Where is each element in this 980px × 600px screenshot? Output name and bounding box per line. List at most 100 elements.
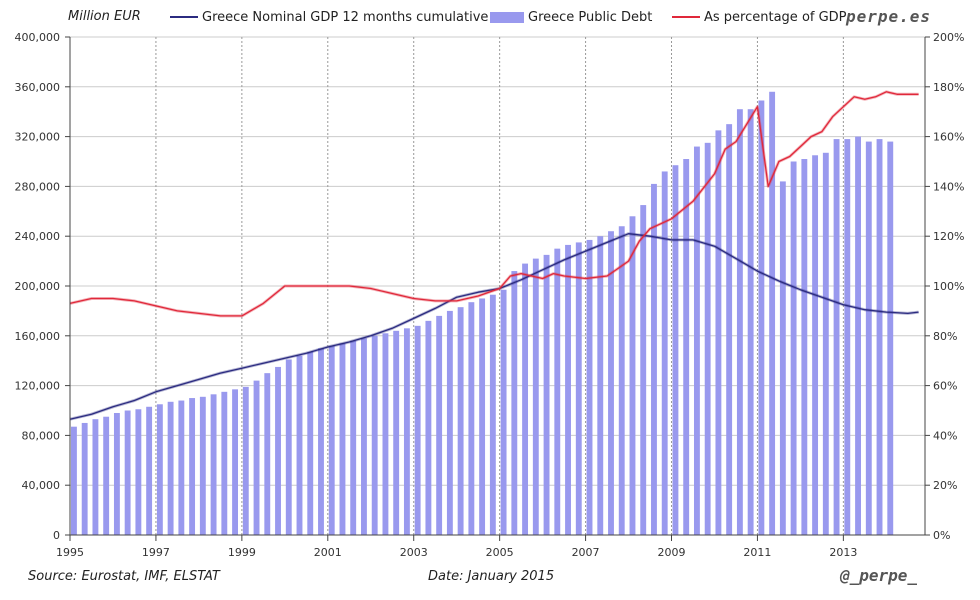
debt-bar xyxy=(715,130,722,535)
y-left-tick-label: 200,000 xyxy=(15,280,61,293)
debt-bar xyxy=(500,289,507,535)
debt-bar xyxy=(801,159,808,535)
y-right-tick-label: 120% xyxy=(933,230,964,243)
x-tick-label: 2005 xyxy=(486,546,514,559)
x-tick-label: 2001 xyxy=(314,546,342,559)
debt-bar xyxy=(446,310,453,535)
debt-bar xyxy=(242,386,249,535)
y-right-tick-label: 200% xyxy=(933,31,964,44)
y-right-tick-label: 40% xyxy=(933,429,957,442)
debt-bar xyxy=(758,100,765,536)
legend-swatch-gdp xyxy=(170,16,198,18)
debt-bar xyxy=(92,419,99,535)
legend-item-ratio: As percentage of GDP xyxy=(672,8,847,26)
debt-bar xyxy=(812,155,819,535)
debt-bar xyxy=(779,181,786,536)
debt-bar xyxy=(876,139,883,535)
debt-bar xyxy=(726,124,733,536)
debt-ratio-line xyxy=(69,91,919,317)
debt-bar xyxy=(113,412,120,535)
debt-bar xyxy=(736,109,743,536)
debt-bar xyxy=(178,400,185,535)
debt-bar xyxy=(511,271,518,535)
debt-bar xyxy=(393,330,400,535)
debt-bar xyxy=(833,139,840,535)
y-right-tick-label: 100% xyxy=(933,280,964,293)
debt-bar xyxy=(81,422,88,535)
debt-bar xyxy=(232,389,238,535)
debt-bar xyxy=(221,391,228,535)
debt-bar xyxy=(629,216,636,535)
x-tick-label: 2013 xyxy=(829,546,857,559)
y-left-tick-label: 360,000 xyxy=(15,81,61,94)
legend-swatch-ratio xyxy=(672,16,700,18)
debt-bar xyxy=(855,136,861,535)
chart-lines xyxy=(69,90,919,421)
y-right-tick-label: 140% xyxy=(933,180,964,193)
legend-label-gdp: Greece Nominal GDP 12 months cumulative xyxy=(202,9,489,25)
y-left-tick-label: 240,000 xyxy=(15,230,61,243)
y-right-tick-label: 20% xyxy=(933,479,957,492)
legend-swatch-debt xyxy=(490,11,524,23)
y-right-tick-label: 0% xyxy=(933,529,950,542)
debt-bar xyxy=(339,343,346,535)
x-tick-label: 1997 xyxy=(142,546,170,559)
debt-bar xyxy=(543,254,550,535)
debt-bar xyxy=(199,396,206,535)
y-axis-units-label: Million EUR xyxy=(68,9,141,24)
y-left-tick-label: 280,000 xyxy=(15,180,61,193)
x-tick-label: 1995 xyxy=(56,546,84,559)
legend-label-ratio: As percentage of GDP xyxy=(704,9,847,25)
debt-bar xyxy=(554,248,561,535)
debt-bar xyxy=(414,325,421,535)
legend-item-gdp: Greece Nominal GDP 12 months cumulative xyxy=(170,8,488,26)
debt-bar xyxy=(156,404,163,535)
x-tick-label: 2009 xyxy=(658,546,686,559)
y-left-tick-label: 40,000 xyxy=(22,479,61,492)
debt-bar xyxy=(124,410,131,535)
debt-bar xyxy=(586,239,593,535)
debt-bar xyxy=(790,161,797,535)
debt-bar xyxy=(425,320,432,535)
debt-bar xyxy=(704,142,711,535)
y-left-tick-label: 120,000 xyxy=(15,380,61,393)
x-tick-label: 2011 xyxy=(743,546,771,559)
debt-bar xyxy=(887,141,894,535)
y-right-tick-label: 80% xyxy=(933,330,957,343)
debt-bar xyxy=(403,328,410,535)
debt-bar xyxy=(189,398,196,535)
debt-bar xyxy=(371,335,378,535)
debt-bar xyxy=(618,226,625,536)
x-tick-label: 2003 xyxy=(400,546,428,559)
debt-bar xyxy=(822,152,829,535)
axes: 0 40,000 80,000 120,000 160,000 200,000 240,00… xyxy=(15,31,965,559)
y-left-tick-label: 160,000 xyxy=(15,330,61,343)
y-left-tick-label: 400,000 xyxy=(15,31,61,44)
legend-item-debt: Greece Public Debt xyxy=(490,8,652,26)
debt-bar xyxy=(253,380,260,535)
y-left-tick-label: 320,000 xyxy=(15,131,61,144)
debt-bar xyxy=(296,355,303,535)
debt-bar xyxy=(683,159,690,535)
debt-bar xyxy=(361,338,367,535)
debt-bar xyxy=(769,91,776,535)
debt-bar xyxy=(71,426,77,535)
debt-bar xyxy=(597,236,604,535)
debt-bar xyxy=(651,183,657,535)
debt-bar xyxy=(693,146,700,535)
debt-bar xyxy=(436,315,443,535)
y-left-tick-label: 80,000 xyxy=(22,429,61,442)
y-right-tick-label: 60% xyxy=(933,380,957,393)
debt-bar xyxy=(844,139,851,535)
brand-logo: perpe.es xyxy=(846,7,932,26)
x-tick-label: 1999 xyxy=(228,546,256,559)
debt-bar xyxy=(747,109,754,536)
x-tick-label: 2007 xyxy=(572,546,600,559)
y-left-tick-label: 0 xyxy=(53,529,60,542)
debt-bar xyxy=(865,141,872,535)
debt-bar xyxy=(608,231,614,535)
debt-bar xyxy=(275,366,281,535)
debt-bar xyxy=(575,242,582,536)
debt-bar xyxy=(672,165,679,536)
